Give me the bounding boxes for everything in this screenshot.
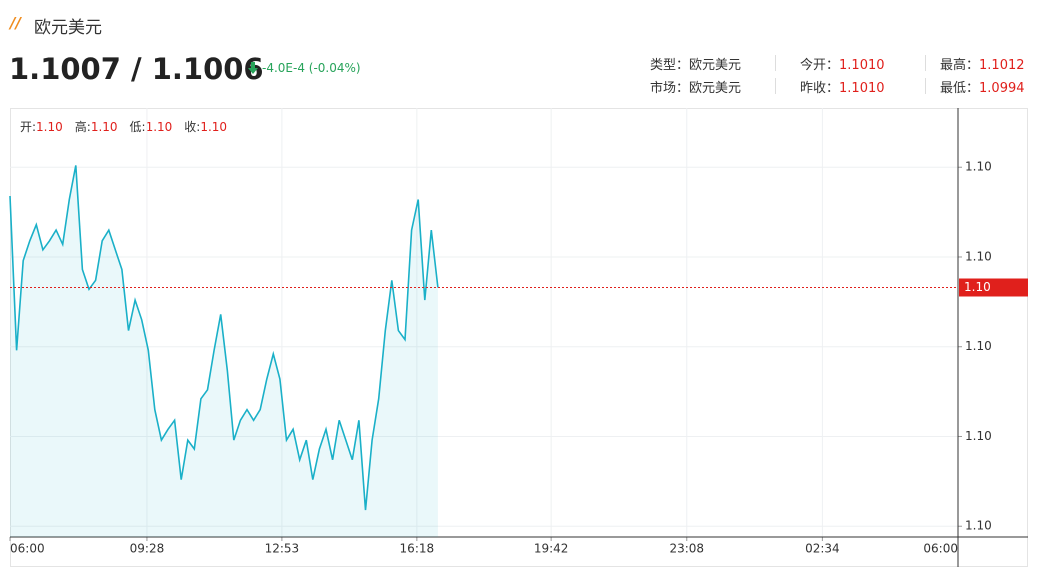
down-arrow: [248, 62, 258, 74]
y-tick-label: 1.10: [965, 249, 992, 263]
page-title: 欧元美元: [34, 18, 102, 38]
info-value: 1.1010: [839, 58, 885, 73]
x-tick-label: 19:42: [534, 542, 569, 556]
info-item: 最高：1.1012: [940, 54, 1025, 73]
separator: [925, 78, 926, 94]
ohlc-value: 1.10: [90, 120, 118, 134]
last-price-box: [959, 278, 1028, 297]
x-tick-label: 16:18: [400, 542, 435, 556]
info-item: 市场：欧元美元: [650, 77, 741, 96]
y-tick-label: 1.10: [965, 429, 992, 443]
info-item: 类型：欧元美元: [650, 54, 741, 73]
info-label: 市场：: [650, 81, 690, 96]
info-value: 欧元美元: [689, 81, 742, 96]
y-tick-label: 1.10: [965, 160, 992, 174]
separator: [775, 78, 776, 94]
info-label: 昨收：: [800, 81, 840, 96]
info-value: 欧元美元: [689, 58, 742, 73]
area: [10, 165, 438, 537]
info-label: 今开：: [800, 58, 840, 73]
ohlc-legend: 开:1.10 高:1.10 低:1.10 收:1.10: [20, 118, 239, 135]
separator: [775, 55, 776, 71]
info-label: 类型：: [650, 58, 690, 73]
ohlc-key: 低:: [129, 120, 146, 134]
info-value: 1.0994: [979, 81, 1025, 96]
chart-frame: [10, 108, 1028, 567]
ohlc-key: 开:: [20, 120, 37, 134]
y-tick-label: 1.10: [965, 519, 992, 533]
ohlc-value: 1.10: [36, 120, 63, 134]
info-item: 最低：1.0994: [940, 77, 1025, 96]
info-item: 今开：1.1010: [800, 54, 885, 73]
info-value: 1.1012: [979, 58, 1025, 73]
y-tick-label: 1.10: [965, 339, 992, 353]
separator: [925, 55, 926, 71]
line: [9, 165, 439, 511]
ohlc-key: 收:: [184, 120, 201, 134]
price-change: -4.0E-4 (-0.04%): [262, 61, 361, 75]
ohlc-value: 1.10: [200, 120, 228, 134]
x-tick-label: 02:34: [805, 542, 840, 556]
price: 1.1007 / 1.1006: [9, 52, 264, 86]
info-label: 最高：: [940, 58, 980, 73]
info-label: 最低：: [940, 81, 980, 96]
x-tick-label: 09:28: [130, 542, 165, 556]
x-tick-label: 06:00: [10, 542, 45, 556]
ohlc-value: 1.10: [145, 120, 173, 134]
x-tick-label: 06:00: [923, 542, 958, 556]
last-price-label: 1.10: [964, 280, 991, 294]
info-item: 昨收：1.1010: [800, 77, 885, 96]
x-tick-label: 23:08: [669, 542, 704, 556]
ohlc-key: 高:: [74, 120, 91, 134]
logo-mark: //: [10, 14, 21, 32]
info-value: 1.1010: [839, 81, 885, 96]
x-tick-label: 12:53: [265, 542, 300, 556]
